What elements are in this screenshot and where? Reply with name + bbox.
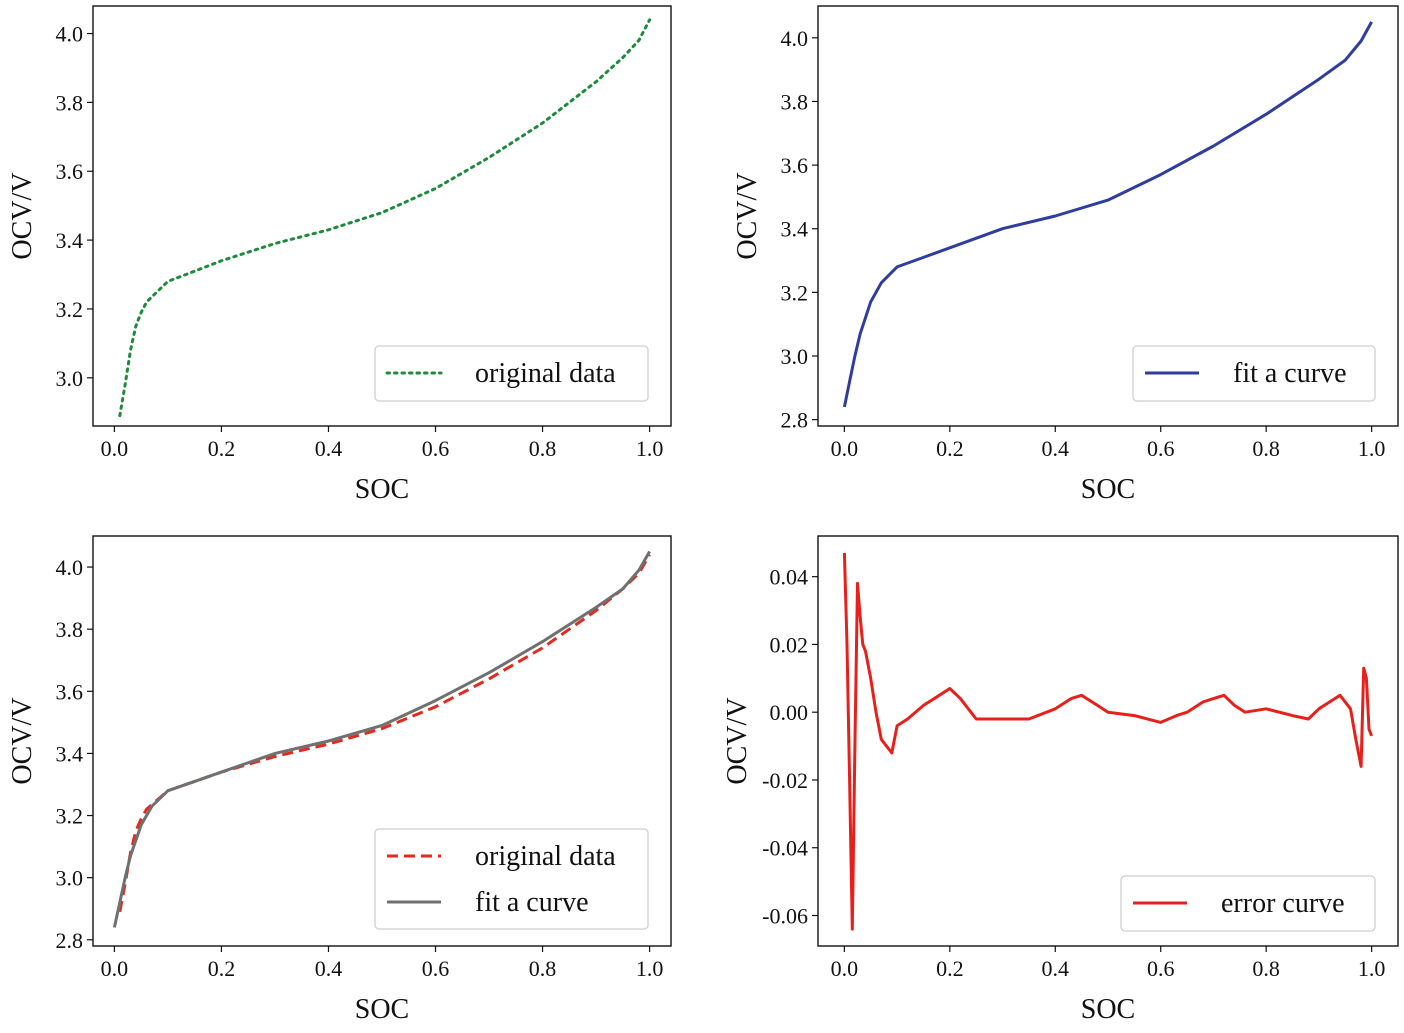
x-tick-label: 0.4 <box>315 956 343 981</box>
x-axis-label: SOC <box>1081 474 1135 505</box>
x-tick-label: 0.6 <box>1147 956 1175 981</box>
x-tick-label: 0.6 <box>422 436 450 461</box>
plot-frame <box>92 5 672 427</box>
legend-label: error curve <box>1221 888 1345 919</box>
series-line <box>842 552 1374 931</box>
legend: error curve <box>1120 875 1376 932</box>
legend-box <box>1120 875 1376 932</box>
y-tick-label: 0.02 <box>770 632 809 657</box>
y-tick-label: 3.8 <box>781 89 809 114</box>
legend-label: original data <box>475 841 616 872</box>
x-tick-label: 0.4 <box>1042 956 1070 981</box>
x-tick-label: 0.8 <box>1252 436 1280 461</box>
subplot-fit-curve: 0.0 0.2 0.4 0.6 0.8 1.0 2.8 3.0 3.2 3.4 3.6 3.8 4.0 S… <box>732 5 1399 505</box>
y-axis-label: OCV/V <box>732 172 763 259</box>
y-tick-label: 3.0 <box>56 866 84 891</box>
legend-box <box>374 345 649 402</box>
x-tick-label: 0.2 <box>208 436 236 461</box>
x-axis-label: SOC <box>355 474 409 505</box>
y-tick-label: 4.0 <box>56 22 84 47</box>
x-tick-label: 0.0 <box>101 436 129 461</box>
x-tick-label: 0.8 <box>529 956 557 981</box>
x-tick-label: 1.0 <box>636 956 664 981</box>
series-line <box>842 21 1373 408</box>
y-tick-label: 3.6 <box>781 153 809 178</box>
legend-label: original data <box>475 358 616 389</box>
y-tick-label: 2.8 <box>781 408 809 433</box>
x-tick-label: 0.8 <box>1252 956 1280 981</box>
y-tick-label: 4.0 <box>781 26 809 51</box>
x-tick-label: 0.0 <box>831 956 859 981</box>
x-tick-label: 0.2 <box>936 956 964 981</box>
y-tick-label: -0.04 <box>762 836 808 861</box>
y-tick-label: 0.04 <box>770 565 809 590</box>
subplot-error-curve: 0.0 0.2 0.4 0.6 0.8 1.0 -0.06 -0.04 -0.02 0.00 0.0… <box>722 535 1399 1025</box>
x-tick-label: 1.0 <box>1358 436 1386 461</box>
y-axis-label: OCV/V <box>7 697 38 784</box>
y-tick-label: -0.06 <box>762 904 808 929</box>
legend-box <box>1132 345 1376 402</box>
x-tick-label: 0.6 <box>422 956 450 981</box>
y-tick-label: 3.0 <box>56 366 84 391</box>
y-tick-label: 4.0 <box>56 555 84 580</box>
y-tick-label: 3.0 <box>781 344 809 369</box>
legend: original data <box>374 345 649 402</box>
x-tick-label: 0.2 <box>208 956 236 981</box>
series-line <box>118 18 652 418</box>
subplot-original-data: 0.0 0.2 0.4 0.6 0.8 1.0 3.0 3.2 3.4 3.6 3.8 4.0 SOC O… <box>7 5 672 505</box>
x-tick-label: 0.4 <box>315 436 343 461</box>
x-axis-label: SOC <box>355 994 409 1025</box>
x-tick-label: 0.8 <box>529 436 557 461</box>
x-axis-label: SOC <box>1081 994 1135 1025</box>
plot-frame <box>817 5 1399 427</box>
y-tick-label: 3.4 <box>56 228 84 253</box>
legend-label: fit a curve <box>1233 358 1347 389</box>
y-tick-label: 3.8 <box>56 617 84 642</box>
series-line <box>112 550 651 928</box>
y-tick-label: 3.8 <box>56 90 84 115</box>
y-tick-label: 0.00 <box>770 700 809 725</box>
legend: original data fit a curve <box>374 828 649 930</box>
y-tick-label: 3.6 <box>56 679 84 704</box>
legend-box <box>374 828 649 930</box>
x-tick-label: 1.0 <box>1358 956 1386 981</box>
y-tick-label: 3.2 <box>56 297 84 322</box>
y-axis-label: OCV/V <box>7 172 38 259</box>
x-tick-label: 1.0 <box>636 436 664 461</box>
x-tick-label: 0.4 <box>1042 436 1070 461</box>
y-tick-label: 3.4 <box>781 217 809 242</box>
x-tick-label: 0.0 <box>831 436 859 461</box>
plot-frame <box>817 535 1399 947</box>
legend-label: fit a curve <box>475 887 589 918</box>
legend: fit a curve <box>1132 345 1376 402</box>
y-axis-label: OCV/V <box>722 697 753 784</box>
y-tick-label: 3.4 <box>56 741 84 766</box>
x-tick-label: 0.0 <box>101 956 129 981</box>
plot-frame <box>92 535 672 947</box>
y-tick-label: -0.02 <box>762 768 808 793</box>
y-tick-label: 2.8 <box>56 928 84 953</box>
y-tick-label: 3.2 <box>781 280 809 305</box>
y-tick-label: 3.6 <box>56 159 84 184</box>
y-tick-label: 3.2 <box>56 804 84 829</box>
subplot-overlay: 0.0 0.2 0.4 0.6 0.8 1.0 2.8 3.0 3.2 3.4 3.6 3.8 4.0 S… <box>7 535 672 1025</box>
x-tick-label: 0.6 <box>1147 436 1175 461</box>
x-tick-label: 0.2 <box>936 436 964 461</box>
